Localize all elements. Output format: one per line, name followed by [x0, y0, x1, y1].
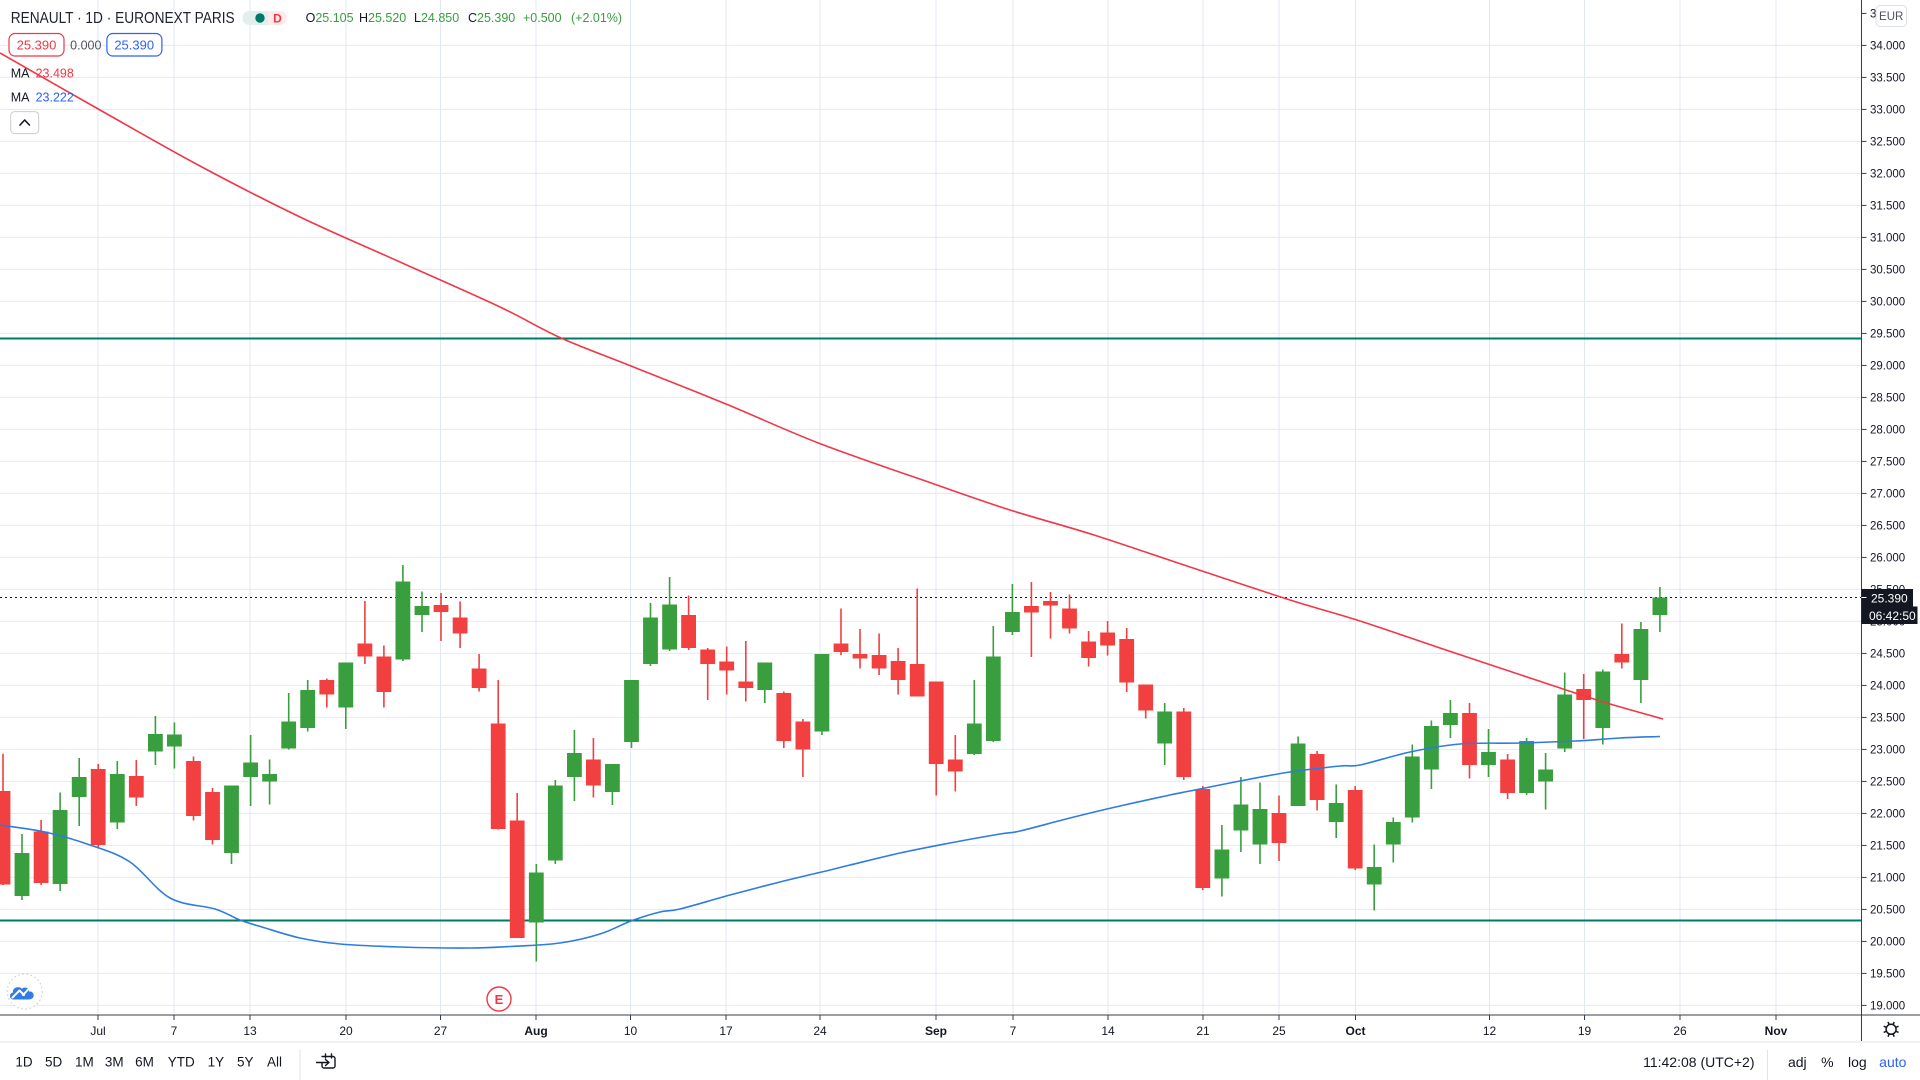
- svg-text:5D: 5D: [45, 1055, 63, 1070]
- svg-text:31.000: 31.000: [1870, 232, 1905, 244]
- svg-text:34.000: 34.000: [1870, 40, 1905, 52]
- svg-text:27.500: 27.500: [1870, 456, 1905, 468]
- svg-text:22.000: 22.000: [1870, 808, 1905, 820]
- svg-text:17: 17: [719, 1024, 733, 1038]
- svg-text:30.000: 30.000: [1870, 296, 1905, 308]
- svg-text:23.498: 23.498: [36, 67, 74, 81]
- svg-text:12: 12: [1483, 1024, 1497, 1038]
- svg-text:1M: 1M: [75, 1055, 94, 1070]
- svg-text:19.500: 19.500: [1870, 968, 1905, 980]
- svg-text:25.390: 25.390: [1871, 591, 1908, 605]
- svg-text:29.500: 29.500: [1870, 328, 1905, 340]
- svg-text:14: 14: [1101, 1024, 1115, 1038]
- svg-text:30.500: 30.500: [1870, 264, 1905, 276]
- svg-text:31.500: 31.500: [1870, 200, 1905, 212]
- svg-text:19.000: 19.000: [1870, 1000, 1905, 1012]
- svg-text:25.390: 25.390: [114, 37, 154, 52]
- svg-text:21.500: 21.500: [1870, 840, 1905, 852]
- svg-text:27: 27: [434, 1024, 448, 1038]
- svg-text:25: 25: [1272, 1024, 1286, 1038]
- svg-text:auto: auto: [1879, 1054, 1906, 1070]
- svg-text:10: 10: [624, 1024, 638, 1038]
- svg-text:D: D: [273, 12, 282, 26]
- svg-text:1Y: 1Y: [208, 1055, 225, 1070]
- svg-text:3M: 3M: [105, 1055, 124, 1070]
- svg-text:0.000: 0.000: [70, 38, 101, 52]
- svg-text:24: 24: [813, 1024, 827, 1038]
- svg-text:28.500: 28.500: [1870, 392, 1905, 404]
- svg-text:L24.850: L24.850: [414, 11, 459, 25]
- svg-text:MA: MA: [11, 67, 30, 81]
- svg-text:29.000: 29.000: [1870, 360, 1905, 372]
- svg-text:MA: MA: [11, 91, 30, 105]
- svg-text:20: 20: [339, 1024, 353, 1038]
- svg-text:27.000: 27.000: [1870, 488, 1905, 500]
- svg-text:24.500: 24.500: [1870, 648, 1905, 660]
- svg-text:E: E: [495, 992, 504, 1007]
- svg-text:7: 7: [1010, 1024, 1017, 1038]
- svg-text:Jul: Jul: [90, 1024, 105, 1038]
- svg-text:adj: adj: [1788, 1054, 1807, 1070]
- svg-text:5Y: 5Y: [237, 1055, 254, 1070]
- svg-text:O25.105: O25.105: [306, 11, 354, 25]
- svg-text:32.500: 32.500: [1870, 136, 1905, 148]
- svg-text:22.500: 22.500: [1870, 776, 1905, 788]
- svg-text:(+2.01%): (+2.01%): [571, 11, 622, 25]
- svg-text:H25.520: H25.520: [359, 11, 406, 25]
- svg-text:23.500: 23.500: [1870, 712, 1905, 724]
- svg-text:Oct: Oct: [1345, 1024, 1365, 1038]
- svg-text:%: %: [1821, 1054, 1833, 1070]
- svg-text:C25.390: C25.390: [468, 11, 515, 25]
- svg-text:23.222: 23.222: [36, 91, 74, 105]
- svg-text:+0.500: +0.500: [523, 11, 562, 25]
- svg-text:28.000: 28.000: [1870, 424, 1905, 436]
- svg-text:25.390: 25.390: [17, 37, 57, 52]
- svg-text:log: log: [1848, 1054, 1867, 1070]
- svg-text:All: All: [267, 1055, 282, 1070]
- svg-text:RENAULT · 1D · EURONEXT PARIS: RENAULT · 1D · EURONEXT PARIS: [11, 10, 235, 27]
- svg-text:11:42:08 (UTC+2): 11:42:08 (UTC+2): [1643, 1054, 1754, 1070]
- svg-text:24.000: 24.000: [1870, 680, 1905, 692]
- svg-text:23.000: 23.000: [1870, 744, 1905, 756]
- svg-text:13: 13: [243, 1024, 257, 1038]
- svg-text:1D: 1D: [15, 1055, 33, 1070]
- svg-text:EUR: EUR: [1879, 11, 1903, 23]
- svg-text:06:42:50: 06:42:50: [1869, 609, 1916, 623]
- svg-text:19: 19: [1578, 1024, 1592, 1038]
- svg-text:Aug: Aug: [524, 1024, 547, 1038]
- svg-text:32.000: 32.000: [1870, 168, 1905, 180]
- svg-text:26: 26: [1673, 1024, 1687, 1038]
- svg-text:Nov: Nov: [1765, 1024, 1788, 1038]
- svg-text:21.000: 21.000: [1870, 872, 1905, 884]
- svg-text:21: 21: [1196, 1024, 1210, 1038]
- svg-text:33.000: 33.000: [1870, 104, 1905, 116]
- svg-text:YTD: YTD: [168, 1055, 195, 1070]
- svg-text:7: 7: [171, 1024, 178, 1038]
- svg-text:20.000: 20.000: [1870, 936, 1905, 948]
- svg-text:6M: 6M: [135, 1055, 154, 1070]
- svg-text:20.500: 20.500: [1870, 904, 1905, 916]
- svg-text:26.500: 26.500: [1870, 520, 1905, 532]
- svg-text:Sep: Sep: [925, 1024, 947, 1038]
- svg-text:26.000: 26.000: [1870, 552, 1905, 564]
- svg-text:33.500: 33.500: [1870, 72, 1905, 84]
